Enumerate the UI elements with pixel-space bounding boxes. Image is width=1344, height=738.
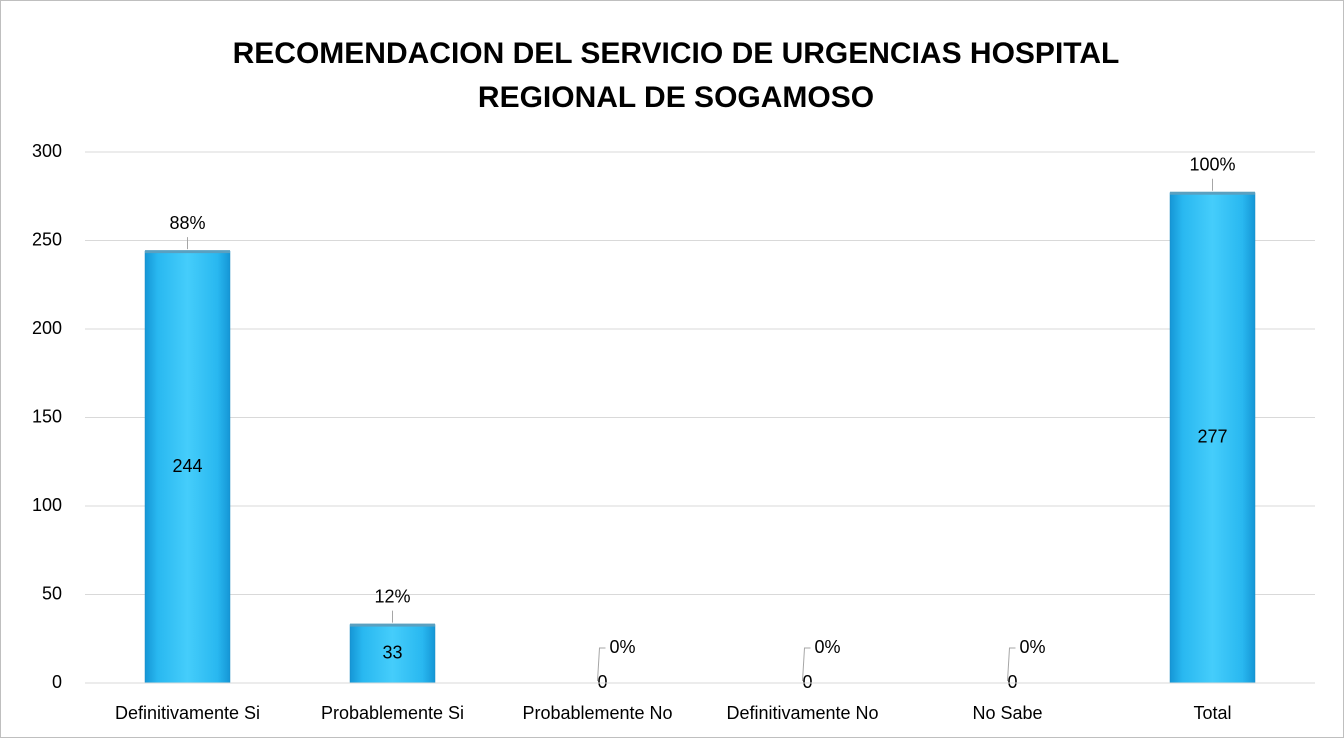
y-tick-label: 150 bbox=[32, 406, 62, 426]
y-tick-label: 50 bbox=[42, 583, 62, 603]
percent-label: 0% bbox=[609, 637, 635, 657]
y-tick-label: 250 bbox=[32, 229, 62, 249]
bar-cap bbox=[1170, 191, 1255, 195]
percent-label: 88% bbox=[169, 213, 205, 233]
y-tick-label: 100 bbox=[32, 495, 62, 515]
x-tick-label: Probablemente Si bbox=[321, 703, 464, 723]
x-tick-label: Probablemente No bbox=[522, 703, 672, 723]
chart-title: RECOMENDACION DEL SERVICIO DE URGENCIAS … bbox=[233, 37, 1120, 70]
value-label: 0 bbox=[802, 672, 812, 692]
x-tick-label: Definitivamente Si bbox=[115, 703, 260, 723]
bar-cap bbox=[145, 250, 230, 254]
leader-line bbox=[1007, 647, 1016, 682]
value-label: 33 bbox=[382, 643, 402, 663]
percent-label: 0% bbox=[1019, 637, 1045, 657]
bar bbox=[1169, 192, 1256, 684]
x-tick-label: Total bbox=[1193, 703, 1231, 723]
chart-title: REGIONAL DE SOGAMOSO bbox=[478, 81, 874, 114]
percent-label: 12% bbox=[374, 586, 410, 606]
y-tick-label: 200 bbox=[32, 318, 62, 338]
bar-cap bbox=[350, 623, 435, 627]
x-tick-label: No Sabe bbox=[972, 703, 1042, 723]
value-label: 0 bbox=[597, 672, 607, 692]
bar bbox=[144, 250, 231, 684]
bar bbox=[349, 624, 436, 684]
value-label: 244 bbox=[172, 456, 202, 476]
leader-line bbox=[802, 647, 811, 682]
y-tick-label: 0 bbox=[52, 672, 62, 692]
leader-line bbox=[597, 647, 606, 682]
percent-label: 100% bbox=[1189, 154, 1235, 174]
value-label: 277 bbox=[1197, 427, 1227, 447]
value-label: 0 bbox=[1007, 672, 1017, 692]
x-tick-label: Definitivamente No bbox=[726, 703, 878, 723]
y-tick-label: 300 bbox=[32, 141, 62, 161]
percent-label: 0% bbox=[814, 637, 840, 657]
